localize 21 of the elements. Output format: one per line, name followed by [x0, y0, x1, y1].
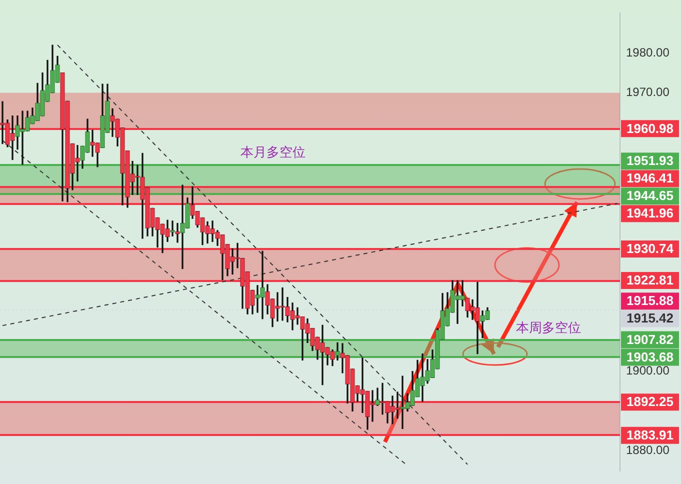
ref-line-label: 1951.93	[626, 153, 674, 168]
candlestick	[170, 220, 174, 236]
y-tick-label: 1900.00	[626, 364, 670, 378]
ref-line-label: 1892.25	[626, 394, 674, 410]
ref-line-label: 1946.41	[626, 170, 674, 186]
ref-line-label: 1944.65	[626, 188, 674, 204]
ref-line-label: 1915.42	[626, 310, 674, 326]
ref-line-label: 1941.96	[626, 206, 674, 221]
y-tick-label: 1970.00	[626, 85, 670, 100]
y-tick-label: 1880.00	[626, 443, 670, 458]
band-label: 本周多空位	[516, 321, 582, 336]
ref-line-label: 1930.74	[626, 241, 674, 256]
band-label: 本月多空位	[240, 146, 306, 161]
candlestick	[175, 222, 180, 243]
ref-line-label: 1922.81	[626, 272, 674, 288]
ref-line-label: 1960.98	[626, 120, 674, 136]
text: 1915.88	[626, 293, 674, 308]
ref-line-label: 1903.68	[626, 349, 674, 364]
ref-line-label: 1883.91	[626, 427, 674, 442]
y-tick-label: 1980.00	[626, 45, 670, 60]
ref-line-label: 1907.82	[626, 332, 674, 347]
